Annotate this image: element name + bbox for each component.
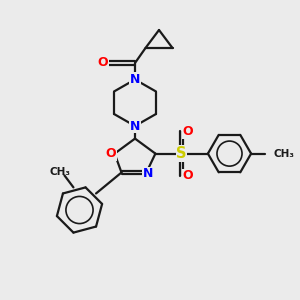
Text: O: O	[105, 147, 116, 160]
Text: O: O	[182, 125, 193, 138]
Text: O: O	[182, 169, 193, 182]
Text: CH₃: CH₃	[273, 148, 294, 159]
Text: N: N	[130, 73, 140, 86]
Text: N: N	[130, 119, 140, 133]
Text: S: S	[176, 146, 187, 161]
Text: N: N	[143, 167, 153, 180]
Text: O: O	[97, 56, 108, 70]
Text: CH₃: CH₃	[50, 167, 70, 177]
